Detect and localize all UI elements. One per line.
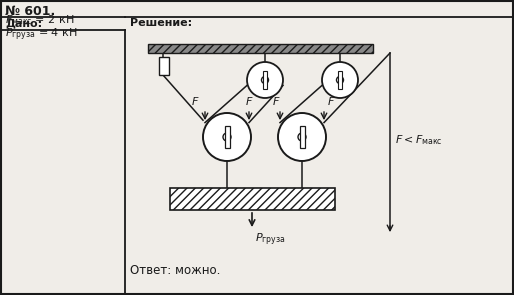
Text: F: F <box>273 97 279 107</box>
Circle shape <box>223 133 231 141</box>
Text: Дано:: Дано: <box>5 18 42 28</box>
Bar <box>170 188 335 210</box>
Text: F: F <box>328 97 334 107</box>
Circle shape <box>203 113 251 161</box>
Text: F: F <box>246 97 252 107</box>
Circle shape <box>278 113 326 161</box>
Bar <box>225 126 229 148</box>
Text: $F_\mathrm{\mathsf{макс}}$ = 2 кН: $F_\mathrm{\mathsf{макс}}$ = 2 кН <box>5 13 75 27</box>
Text: Ответ: можно.: Ответ: можно. <box>130 264 221 277</box>
Text: Решение:: Решение: <box>130 18 192 28</box>
Bar <box>263 71 267 89</box>
Circle shape <box>337 76 343 83</box>
Bar <box>148 44 373 53</box>
Text: $P_\mathrm{\mathsf{груза}}$: $P_\mathrm{\mathsf{груза}}$ <box>255 232 286 248</box>
Text: $P_\mathrm{\mathsf{груза}}$ = 4 кН: $P_\mathrm{\mathsf{груза}}$ = 4 кН <box>5 27 78 43</box>
Text: $F < F_\mathrm{\mathsf{макс}}$: $F < F_\mathrm{\mathsf{макс}}$ <box>395 133 443 147</box>
Circle shape <box>298 133 306 141</box>
Bar <box>338 71 342 89</box>
Bar <box>159 57 169 75</box>
Text: F: F <box>192 97 198 107</box>
Circle shape <box>262 76 268 83</box>
Circle shape <box>322 62 358 98</box>
Circle shape <box>247 62 283 98</box>
Text: № 601.: № 601. <box>5 5 55 18</box>
Bar <box>300 126 304 148</box>
